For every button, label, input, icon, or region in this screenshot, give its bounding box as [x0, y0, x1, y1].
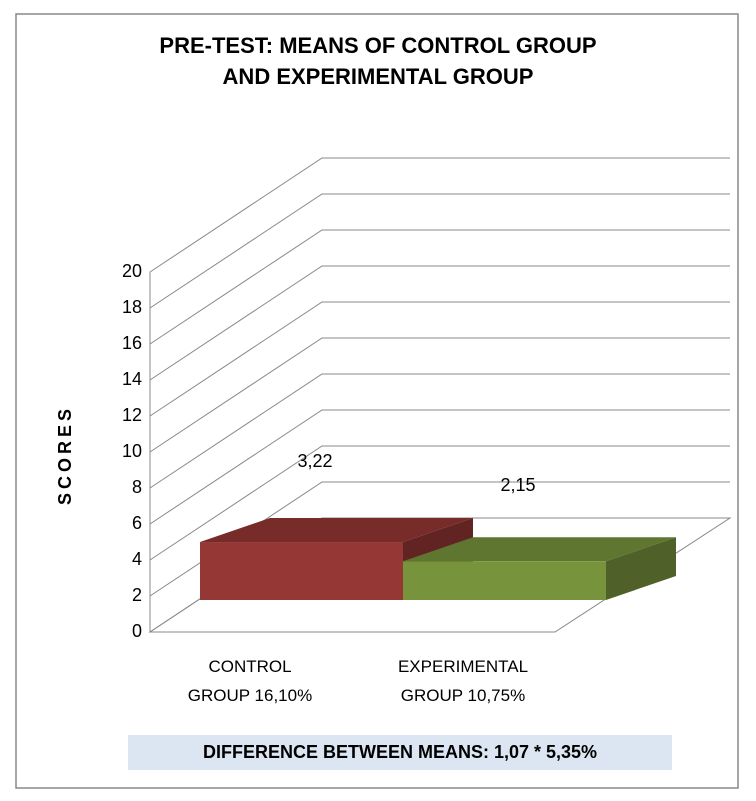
chart-frame: [15, 13, 739, 789]
bar: [200, 542, 403, 600]
x-tick-label: CONTROL GROUP 16,10%: [187, 657, 313, 705]
grid-line: [149, 301, 730, 417]
y-axis-label: SCORES: [55, 405, 75, 505]
y-tick-label: 8: [132, 477, 142, 497]
grid-line: [149, 229, 730, 345]
bar-top: [200, 518, 473, 543]
title-box: PRE-TEST: MEANS OF CONTROL GROUP AND EXP…: [159, 33, 597, 89]
y-tick-label: 10: [122, 441, 142, 461]
annotation-box: [128, 735, 672, 770]
y-tick-label: 12: [122, 405, 142, 425]
y-tick-label: 14: [122, 369, 142, 389]
bar-side: [606, 537, 676, 600]
grid-line: [149, 337, 730, 453]
bar-top: [403, 537, 676, 562]
data-label: 2,15: [500, 475, 535, 495]
y-tick-label: 20: [122, 261, 142, 281]
y-tick-label: 4: [132, 549, 142, 569]
y-tick-label: 2: [132, 585, 142, 605]
grid-line: [149, 373, 730, 489]
bar: [403, 561, 606, 600]
grid-line: [149, 157, 730, 273]
y-tick-label: 18: [122, 297, 142, 317]
x-tick-box: EXPERIMENTAL GROUP 10,75%: [397, 657, 529, 705]
chart-title: PRE-TEST: MEANS OF CONTROL GROUP AND EXP…: [159, 33, 597, 89]
y-tick-label: 0: [132, 621, 142, 641]
x-tick-label: EXPERIMENTAL GROUP 10,75%: [397, 657, 529, 705]
y-tick-label: 16: [122, 333, 142, 353]
annotation: DIFFERENCE BETWEEN MEANS: 1,07 * 5,35%: [203, 742, 597, 762]
grid-line: [149, 265, 730, 381]
grid-line: [149, 409, 730, 525]
grid-line: [149, 445, 730, 561]
grid-line: [149, 193, 730, 309]
x-tick-box: CONTROL GROUP 16,10%: [187, 657, 313, 705]
y-tick-label: 6: [132, 513, 142, 533]
data-label: 3,22: [297, 451, 332, 471]
